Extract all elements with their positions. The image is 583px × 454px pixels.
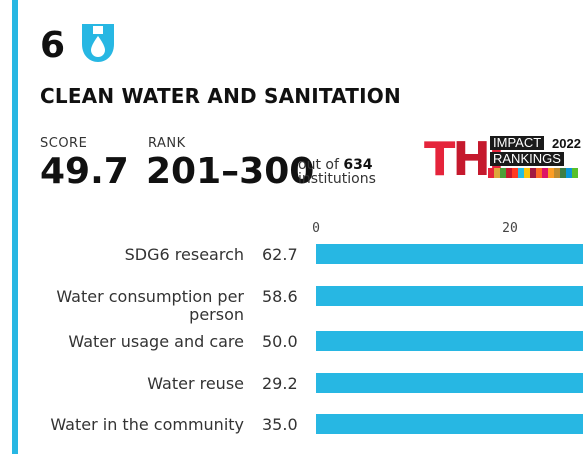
category-label: SDG6 research bbox=[125, 245, 244, 264]
rank-out-of-prefix: out of bbox=[298, 157, 339, 173]
category-label: Water usage and care bbox=[68, 332, 244, 351]
category-label: Water in the community bbox=[50, 415, 244, 434]
x-tick-label: 20 bbox=[502, 221, 518, 236]
bar bbox=[316, 373, 583, 393]
bar bbox=[316, 244, 583, 264]
x-tick-label: 0 bbox=[312, 221, 320, 236]
value-label: 58.6 bbox=[262, 287, 298, 306]
bar bbox=[316, 286, 583, 306]
category-label: Water reuse bbox=[147, 374, 244, 393]
accent-side-bar bbox=[12, 0, 18, 454]
value-label: 29.2 bbox=[262, 374, 298, 393]
logo-color-stripes bbox=[488, 168, 578, 178]
logo-year: 2022 bbox=[552, 136, 581, 151]
category-label: Water consumption per person bbox=[56, 287, 244, 324]
score-value: 49.7 bbox=[40, 151, 129, 192]
rank-total-text: out of 634 institutions bbox=[298, 158, 376, 186]
bar bbox=[316, 331, 583, 351]
value-label: 35.0 bbox=[262, 415, 298, 434]
score-label: SCORE bbox=[40, 136, 88, 151]
rank-suffix: institutions bbox=[298, 171, 376, 187]
logo-rankings: RANKINGS bbox=[490, 152, 564, 166]
logo-impact: IMPACT bbox=[490, 136, 545, 150]
logo-letter-t: T bbox=[424, 132, 455, 186]
value-label: 62.7 bbox=[262, 245, 298, 264]
goal-title: CLEAN WATER AND SANITATION bbox=[40, 84, 401, 108]
rank-total: 634 bbox=[343, 157, 373, 173]
the-impact-rankings-logo: THE IMPACT 2022 RANKINGS bbox=[424, 134, 583, 188]
bar bbox=[316, 414, 583, 434]
rank-label: RANK bbox=[148, 136, 186, 151]
value-label: 50.0 bbox=[262, 332, 298, 351]
indicator-bar-chart: 0 20 SDG6 research 62.7 Water consumption pe… bbox=[50, 221, 583, 434]
logo-letter-h: H bbox=[452, 132, 490, 186]
water-drop-icon bbox=[82, 24, 114, 62]
goal-number: 6 bbox=[40, 25, 66, 66]
rank-value: 201–300 bbox=[146, 151, 315, 192]
